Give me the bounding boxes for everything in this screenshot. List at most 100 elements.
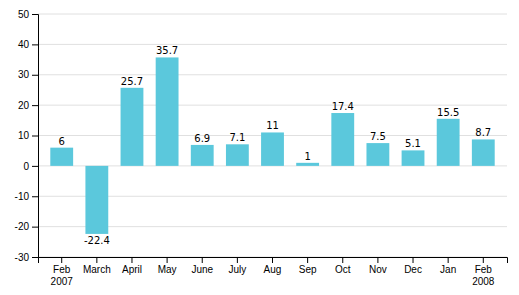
y-tick: 20 <box>18 100 38 111</box>
x-tick-mark <box>377 257 378 263</box>
data-label: 35.7 <box>156 45 178 56</box>
bar <box>296 163 319 166</box>
x-tick-label: April <box>122 264 142 275</box>
bar <box>191 145 214 166</box>
grid-line <box>38 44 507 45</box>
grid-line <box>38 14 507 15</box>
x-tick-label-line: Oct <box>335 264 351 275</box>
x-tick-label-line: Feb <box>475 264 493 275</box>
x-tick-label: Sep <box>299 264 317 275</box>
data-label: 25.7 <box>121 76 143 87</box>
x-tick-mark <box>307 257 308 263</box>
x-tick: July <box>228 257 246 275</box>
bar <box>121 88 144 166</box>
x-tick-label-line: Dec <box>404 264 422 275</box>
x-tick: March <box>83 257 111 275</box>
y-tick: -30 <box>15 252 38 263</box>
y-tick-label: -30 <box>15 252 30 263</box>
x-tick-label: Nov <box>369 264 387 275</box>
data-label: 15.5 <box>437 107 459 118</box>
x-tick-label: Oct <box>335 264 351 275</box>
x-tick-label-line: June <box>191 264 213 275</box>
x-tick-label: Feb2007 <box>51 264 74 287</box>
y-tick-mark <box>32 75 38 76</box>
x-tick-mark <box>272 257 273 263</box>
y-tick-label: 40 <box>18 39 30 50</box>
bar <box>50 148 73 166</box>
y-tick-mark <box>32 14 38 15</box>
y-tick-label: -20 <box>15 221 30 232</box>
bar <box>437 119 460 166</box>
data-label: 6.9 <box>194 133 210 144</box>
x-tick-label-line: Feb <box>53 264 71 275</box>
x-tick-label-line: Jan <box>440 264 456 275</box>
x-tick: Oct <box>335 257 351 275</box>
bars <box>50 57 494 233</box>
x-tick: Sep <box>299 257 317 275</box>
y-axis-line <box>32 15 39 258</box>
data-label: -22.4 <box>84 235 110 246</box>
bar <box>366 143 389 166</box>
y-tick-label: 0 <box>23 161 29 172</box>
x-tick: Feb2007 <box>51 257 74 287</box>
data-label: 8.7 <box>475 127 491 138</box>
y-tick: 30 <box>18 69 38 80</box>
data-label: 5.1 <box>405 138 421 149</box>
x-tick-label: Aug <box>264 264 282 275</box>
x-tick-label: Feb2008 <box>472 264 495 287</box>
x-tick-label: June <box>191 264 213 275</box>
x-tick-label-line: July <box>228 264 246 275</box>
y-tick-label: 50 <box>18 9 30 20</box>
bar <box>472 139 495 165</box>
x-tick-label-line: May <box>158 264 177 275</box>
grid-line <box>38 196 507 197</box>
x-tick-label-line: 2007 <box>51 276 74 287</box>
y-tick: 40 <box>18 39 38 50</box>
plot: -30-20-1001020304050Feb2007MarchAprilMay… <box>15 9 508 287</box>
x-tick-mark <box>131 257 132 263</box>
y-tick-mark <box>32 227 38 228</box>
chart: -30-20-1001020304050Feb2007MarchAprilMay… <box>0 0 519 295</box>
x-tick-mark <box>413 257 414 263</box>
y-tick-mark <box>32 105 38 106</box>
data-label: 7.1 <box>229 132 245 143</box>
data-label: 6 <box>59 136 65 147</box>
bar <box>226 144 249 166</box>
x-tick: June <box>191 257 213 275</box>
grid-line <box>38 226 507 227</box>
data-labels: 6-22.425.735.76.97.111117.47.55.115.58.7 <box>59 45 492 246</box>
y-tick-mark <box>32 136 38 137</box>
y-tick-label: 10 <box>18 130 30 141</box>
y-tick-mark <box>32 166 38 167</box>
y-tick: 0 <box>23 161 38 172</box>
x-tick-mark <box>61 257 62 263</box>
y-tick: -10 <box>15 191 38 202</box>
y-tick-mark <box>32 196 38 197</box>
x-tick: Feb2008 <box>472 257 495 287</box>
x-tick-label: Dec <box>404 264 422 275</box>
x-tick: Aug <box>264 257 282 275</box>
x-axis-line <box>39 258 508 264</box>
bar <box>85 166 108 234</box>
x-axis: Feb2007MarchAprilMayJuneJulyAugSepOctNov… <box>39 257 508 287</box>
x-tick-label-line: Sep <box>299 264 317 275</box>
x-tick-label: March <box>83 264 111 275</box>
y-tick-label: -10 <box>15 191 30 202</box>
x-tick: Jan <box>440 257 456 275</box>
x-tick-label-line: March <box>83 264 111 275</box>
x-tick-mark <box>342 257 343 263</box>
x-tick-mark <box>167 257 168 263</box>
bar <box>331 113 354 166</box>
y-tick: -20 <box>15 221 38 232</box>
x-tick-label: July <box>228 264 246 275</box>
data-label: 1 <box>304 151 310 162</box>
x-tick-mark <box>96 257 97 263</box>
bar <box>261 132 284 165</box>
x-tick-label: Jan <box>440 264 456 275</box>
grid <box>38 14 507 257</box>
y-tick-mark <box>32 44 38 45</box>
y-tick-label: 20 <box>18 100 30 111</box>
x-tick-mark <box>202 257 203 263</box>
x-tick: Nov <box>369 257 387 275</box>
x-tick-mark <box>237 257 238 263</box>
